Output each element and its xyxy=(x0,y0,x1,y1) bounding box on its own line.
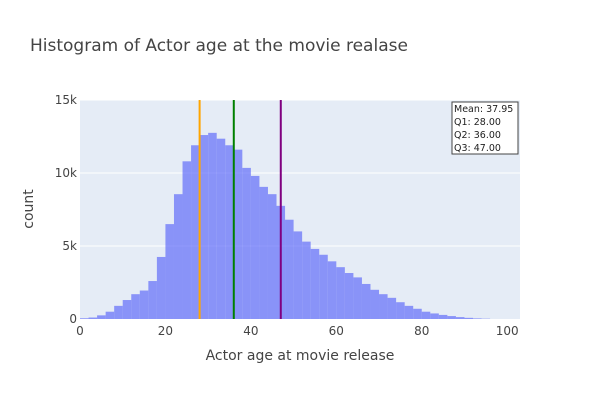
histogram-bar xyxy=(370,289,380,319)
histogram-bar xyxy=(242,167,251,319)
histogram-bar xyxy=(114,305,123,319)
x-tick-label: 80 xyxy=(414,324,429,338)
histogram-bar xyxy=(267,194,277,319)
histogram-bar xyxy=(413,308,422,319)
histogram-bar xyxy=(131,294,140,319)
histogram-bar xyxy=(473,318,482,319)
y-tick-label: 5k xyxy=(62,239,77,253)
histogram-bar xyxy=(191,145,200,319)
stats-q2: Q2: 36.00 xyxy=(454,130,501,141)
stats-mean: Mean: 37.95 xyxy=(454,104,513,115)
histogram-bar xyxy=(430,313,439,319)
histogram-bar xyxy=(302,241,311,319)
y-axis-title: count xyxy=(21,189,37,229)
histogram-bar xyxy=(293,231,303,319)
histogram-bars xyxy=(80,132,491,319)
histogram-bar xyxy=(421,311,431,319)
stats-annotation: Mean: 37.95 Q1: 28.00 Q2: 36.00 Q3: 47.0… xyxy=(451,101,519,155)
histogram-bar xyxy=(438,314,448,319)
x-tick-label: 60 xyxy=(329,324,344,338)
histogram-bar xyxy=(344,273,354,319)
x-tick-label: 40 xyxy=(243,324,258,338)
x-axis-title: Actor age at movie release xyxy=(206,348,395,364)
stats-box-border xyxy=(451,101,519,155)
histogram-bar xyxy=(88,317,98,319)
quantile-lines xyxy=(198,100,282,319)
histogram-bar xyxy=(336,267,345,319)
histogram-bar xyxy=(182,161,192,319)
histogram-bar xyxy=(105,311,115,319)
y-tick-label: 10k xyxy=(55,166,77,180)
histogram-bar xyxy=(447,316,456,319)
histogram-bar xyxy=(173,194,183,319)
histogram-bar xyxy=(396,302,405,319)
histogram-bar xyxy=(139,290,149,319)
histogram-bar xyxy=(225,145,234,319)
histogram-bar xyxy=(233,149,243,319)
histogram-bar xyxy=(148,281,157,319)
y-tick-label: 15k xyxy=(55,93,77,107)
chart-title: Histogram of Actor age at the movie real… xyxy=(30,36,408,56)
histogram-bar xyxy=(97,315,106,319)
histogram-bar xyxy=(122,300,132,319)
histogram-bar xyxy=(250,175,260,319)
histogram-bar xyxy=(327,261,337,319)
stats-q3: Q3: 47.00 xyxy=(454,143,501,154)
histogram-bar xyxy=(464,317,474,319)
histogram-bar xyxy=(259,186,268,319)
histogram-bar xyxy=(199,135,209,319)
axis-ticks: 0 20 40 60 80 100 0 5k 10k 15k xyxy=(55,93,519,338)
histogram-bar xyxy=(361,283,371,319)
y-tick-label: 0 xyxy=(69,312,77,326)
histogram-bar xyxy=(285,219,294,319)
histogram-bar xyxy=(165,224,174,319)
histogram-bar xyxy=(156,256,166,319)
stats-q1: Q1: 28.00 xyxy=(454,117,501,128)
histogram-bar xyxy=(310,248,320,319)
histogram-bar xyxy=(379,294,388,319)
x-tick-label: 100 xyxy=(496,324,519,338)
histogram-bar xyxy=(387,297,397,319)
x-tick-label: 0 xyxy=(76,324,84,338)
histogram-bar xyxy=(455,317,465,319)
x-tick-label: 20 xyxy=(158,324,173,338)
histogram-bar xyxy=(404,305,414,319)
histogram-bar xyxy=(319,254,328,319)
histogram-bar xyxy=(208,132,217,319)
histogram-bar xyxy=(216,138,226,319)
histogram-bar xyxy=(80,318,89,319)
histogram-bar xyxy=(353,277,362,319)
